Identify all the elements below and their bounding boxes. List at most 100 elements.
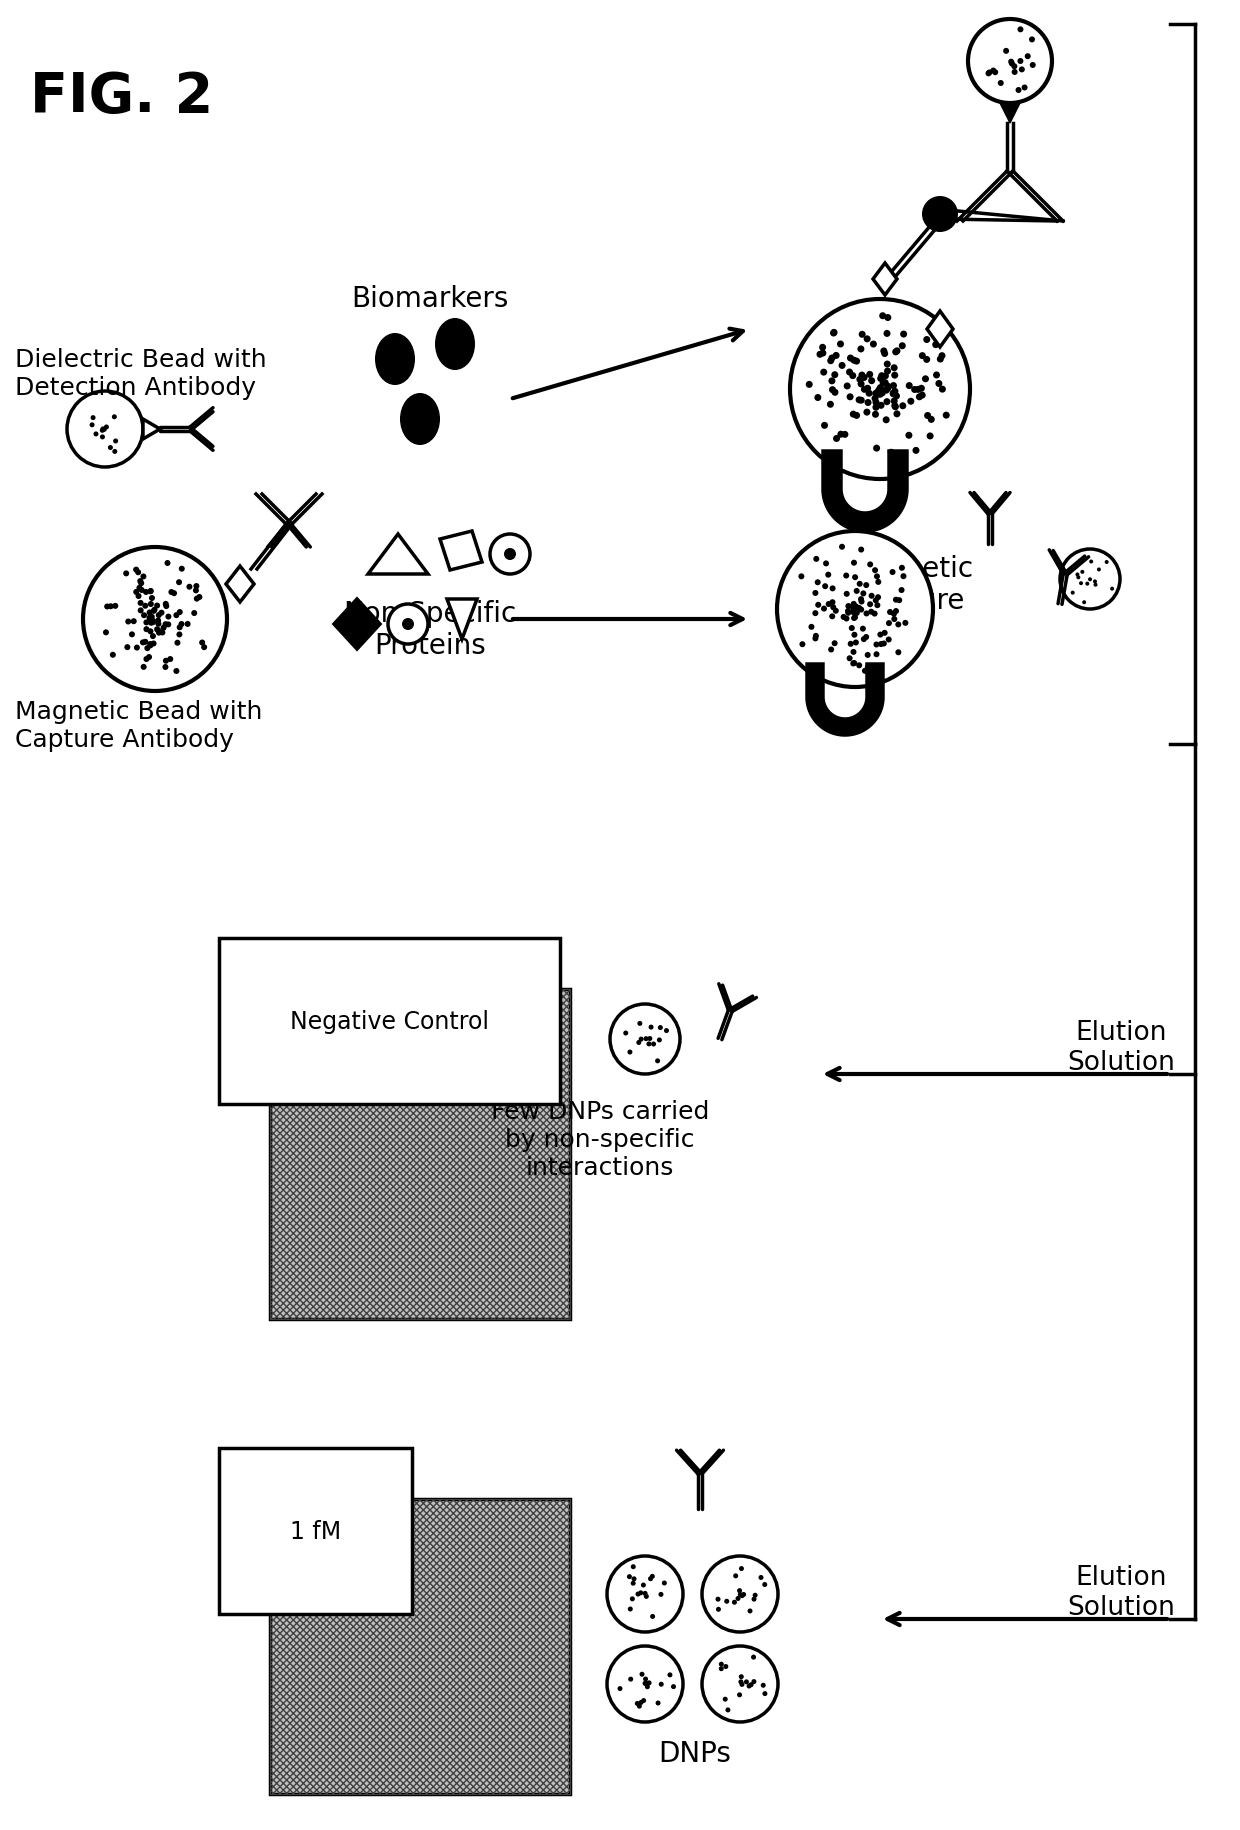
Circle shape (67, 392, 143, 468)
Circle shape (169, 589, 175, 597)
Circle shape (851, 609, 857, 617)
Circle shape (102, 428, 107, 432)
Circle shape (89, 423, 94, 428)
Text: FIG. 2: FIG. 2 (30, 70, 213, 124)
Polygon shape (446, 600, 477, 640)
Circle shape (899, 403, 906, 410)
Circle shape (832, 353, 839, 361)
Circle shape (637, 1021, 642, 1027)
Circle shape (629, 1676, 634, 1682)
Circle shape (839, 545, 844, 551)
Circle shape (911, 386, 918, 393)
Circle shape (853, 608, 858, 613)
Circle shape (636, 1041, 641, 1045)
Text: DNPs: DNPs (658, 1738, 732, 1768)
Circle shape (830, 600, 836, 606)
Circle shape (1029, 37, 1035, 44)
Circle shape (893, 350, 899, 357)
Circle shape (104, 425, 109, 430)
Circle shape (662, 1581, 667, 1585)
Circle shape (847, 655, 853, 662)
Circle shape (899, 565, 905, 571)
Circle shape (878, 403, 884, 410)
Circle shape (833, 608, 838, 615)
Circle shape (149, 615, 155, 620)
Circle shape (715, 1598, 720, 1601)
Circle shape (176, 624, 182, 631)
Circle shape (644, 1682, 649, 1685)
Bar (270, 990, 570, 1319)
Circle shape (884, 384, 892, 390)
Circle shape (899, 342, 905, 350)
Circle shape (864, 664, 870, 672)
Circle shape (867, 602, 873, 608)
Circle shape (402, 619, 414, 631)
Circle shape (863, 410, 870, 417)
Circle shape (877, 384, 884, 392)
Circle shape (143, 639, 149, 646)
Circle shape (196, 595, 202, 600)
Circle shape (864, 386, 872, 393)
Circle shape (143, 589, 149, 595)
Circle shape (852, 575, 858, 580)
Bar (270, 1499, 570, 1793)
Circle shape (864, 653, 870, 659)
Circle shape (843, 617, 849, 622)
Circle shape (868, 379, 875, 384)
Circle shape (129, 631, 135, 639)
Text: Magnetic Bead with
Capture Antibody: Magnetic Bead with Capture Antibody (15, 699, 263, 752)
Circle shape (635, 1592, 641, 1598)
Circle shape (146, 655, 153, 661)
Circle shape (846, 370, 853, 377)
Circle shape (155, 622, 161, 628)
Circle shape (812, 591, 818, 597)
Circle shape (915, 386, 921, 393)
Circle shape (892, 373, 898, 379)
Circle shape (640, 1673, 645, 1676)
Circle shape (631, 1565, 636, 1570)
Circle shape (139, 587, 145, 593)
Circle shape (812, 637, 818, 642)
Circle shape (156, 630, 162, 637)
Circle shape (1018, 27, 1023, 33)
Circle shape (894, 348, 900, 355)
Circle shape (846, 611, 852, 617)
Circle shape (884, 386, 892, 393)
Circle shape (937, 357, 944, 364)
Circle shape (193, 587, 198, 595)
Circle shape (815, 602, 821, 609)
Circle shape (875, 580, 882, 586)
Circle shape (739, 1674, 744, 1680)
Circle shape (874, 575, 880, 580)
Circle shape (739, 1682, 744, 1687)
Circle shape (853, 604, 859, 609)
Circle shape (879, 381, 887, 388)
Circle shape (873, 399, 879, 406)
Circle shape (151, 608, 157, 613)
Circle shape (148, 620, 154, 626)
Circle shape (849, 626, 854, 631)
Circle shape (1110, 587, 1115, 591)
Circle shape (737, 1693, 742, 1698)
Circle shape (647, 1036, 652, 1041)
Polygon shape (807, 664, 883, 736)
Circle shape (388, 604, 428, 644)
Circle shape (883, 399, 890, 406)
Circle shape (905, 382, 913, 390)
Circle shape (874, 602, 880, 609)
Circle shape (872, 395, 878, 403)
Circle shape (853, 640, 859, 646)
Circle shape (872, 390, 879, 397)
Circle shape (831, 606, 836, 611)
Circle shape (723, 1696, 728, 1702)
Circle shape (671, 1684, 676, 1689)
Circle shape (174, 613, 180, 619)
Circle shape (884, 315, 892, 322)
Circle shape (923, 377, 929, 382)
Circle shape (830, 615, 836, 620)
Circle shape (885, 637, 892, 642)
Circle shape (658, 1025, 663, 1030)
Circle shape (702, 1556, 777, 1632)
Circle shape (136, 586, 143, 591)
Circle shape (144, 620, 149, 626)
